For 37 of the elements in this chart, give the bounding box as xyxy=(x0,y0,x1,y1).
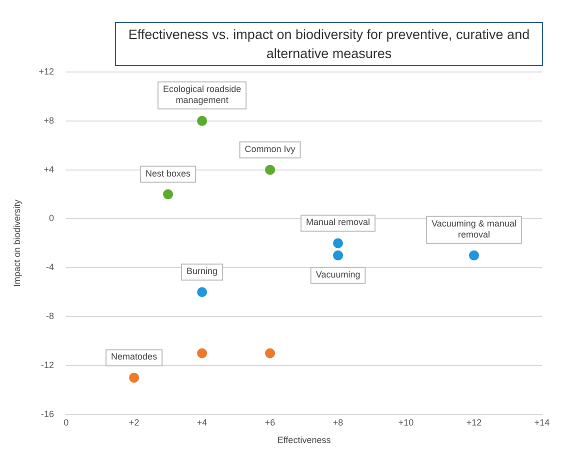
point xyxy=(469,250,480,260)
point xyxy=(265,348,276,358)
x-tick-label: +14 xyxy=(534,417,550,428)
x-tick-label: +4 xyxy=(196,417,208,428)
x-tick-label: +8 xyxy=(332,417,344,428)
y-tick-label: +4 xyxy=(44,164,54,174)
annotation: Nematodes xyxy=(111,352,158,362)
annotation: Burning xyxy=(186,266,218,276)
x-tick-label: +12 xyxy=(466,417,482,428)
annotation: Vacuuming & manual removal xyxy=(432,218,516,240)
point xyxy=(129,372,140,383)
point xyxy=(197,116,208,126)
x-tick-label: +6 xyxy=(264,417,276,428)
point xyxy=(197,348,208,358)
annotation: Vacuuming xyxy=(316,269,360,280)
point xyxy=(265,164,276,175)
x-axis-title: Effectiveness xyxy=(277,435,332,446)
annotation: Ecological roadside management xyxy=(163,84,242,105)
annotation: Nest boxes xyxy=(146,168,192,178)
point xyxy=(333,238,344,248)
y-tick-label: -8 xyxy=(46,311,54,322)
y-tick-label: -16 xyxy=(41,408,54,419)
point xyxy=(333,250,344,260)
y-tick-label: -4 xyxy=(46,262,54,272)
x-tick-label: 0 xyxy=(64,417,69,428)
x-tick-label: +10 xyxy=(398,417,414,428)
point xyxy=(163,189,174,200)
annotation: Common Ivy xyxy=(244,144,296,154)
x-tick-label: +2 xyxy=(128,417,140,428)
y-axis-title: Impact on biodiversity xyxy=(12,199,22,287)
y-tick-label: 0 xyxy=(49,213,54,224)
y-tick-label: -12 xyxy=(41,360,54,370)
y-tick-label: +12 xyxy=(38,66,54,76)
annotation: Manual removal xyxy=(306,217,370,228)
point xyxy=(197,287,208,298)
chart-title: Effectiveness vs. impact on biodiversity for preventive, curative and alternative measures xyxy=(115,22,543,66)
y-tick-label: +8 xyxy=(44,115,54,126)
